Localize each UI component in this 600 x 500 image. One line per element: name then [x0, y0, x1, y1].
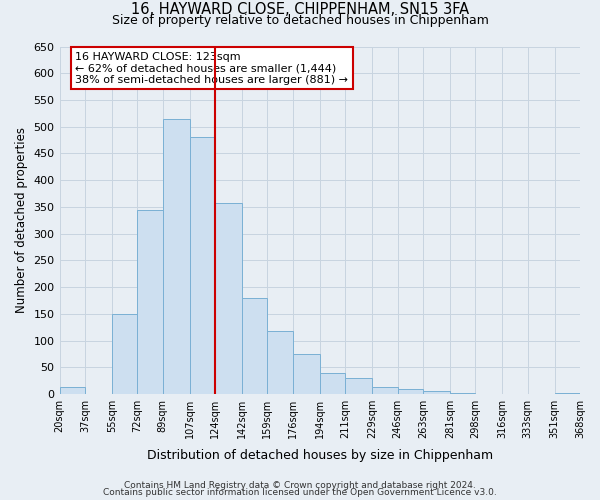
Bar	[372, 386, 398, 394]
Bar	[112, 314, 137, 394]
Text: 16 HAYWARD CLOSE: 123sqm
← 62% of detached houses are smaller (1,444)
38% of sem: 16 HAYWARD CLOSE: 123sqm ← 62% of detach…	[75, 52, 348, 85]
Bar	[320, 373, 345, 394]
Bar	[215, 202, 242, 394]
Bar	[293, 354, 320, 394]
Bar	[59, 387, 85, 394]
Bar	[242, 298, 268, 394]
Bar	[190, 138, 215, 394]
Bar	[450, 392, 475, 394]
Y-axis label: Number of detached properties: Number of detached properties	[15, 128, 28, 314]
Bar	[345, 378, 372, 394]
Bar	[137, 210, 163, 394]
Bar	[163, 118, 190, 394]
Text: Contains HM Land Registry data © Crown copyright and database right 2024.: Contains HM Land Registry data © Crown c…	[124, 480, 476, 490]
Bar	[554, 393, 580, 394]
Bar	[423, 392, 450, 394]
Bar	[268, 331, 293, 394]
X-axis label: Distribution of detached houses by size in Chippenham: Distribution of detached houses by size …	[147, 450, 493, 462]
Text: Size of property relative to detached houses in Chippenham: Size of property relative to detached ho…	[112, 14, 488, 27]
Bar	[398, 389, 423, 394]
Text: Contains public sector information licensed under the Open Government Licence v3: Contains public sector information licen…	[103, 488, 497, 497]
Text: 16, HAYWARD CLOSE, CHIPPENHAM, SN15 3FA: 16, HAYWARD CLOSE, CHIPPENHAM, SN15 3FA	[131, 2, 469, 17]
